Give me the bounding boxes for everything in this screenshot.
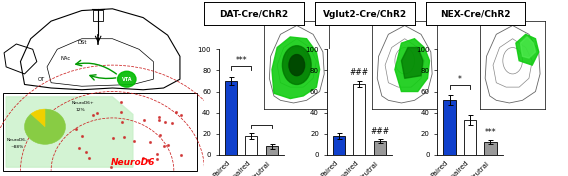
Point: [153, 157, 162, 160]
Text: 12%: 12%: [76, 108, 85, 112]
Circle shape: [282, 46, 311, 84]
Text: ***: ***: [485, 128, 496, 137]
Point: [118, 121, 127, 124]
Text: OT: OT: [37, 77, 44, 82]
Text: ~88%: ~88%: [10, 145, 23, 149]
Text: Vglut2-Cre/ChR2: Vglut2-Cre/ChR2: [323, 10, 407, 19]
Text: ###: ###: [370, 127, 389, 136]
Bar: [374, 141, 386, 155]
Point: [107, 165, 116, 168]
Bar: [93, 10, 103, 21]
Point: [177, 153, 186, 156]
Text: DSt: DSt: [77, 40, 86, 45]
Point: [119, 135, 128, 138]
Bar: [353, 84, 365, 155]
Bar: [444, 100, 456, 155]
Bar: [245, 136, 257, 155]
Text: NeuroD6: NeuroD6: [111, 158, 155, 166]
Point: [156, 134, 165, 137]
Point: [130, 140, 139, 143]
Text: ###: ###: [350, 68, 369, 77]
Text: NeuroD6-: NeuroD6-: [6, 138, 27, 142]
Point: [171, 110, 180, 113]
Point: [154, 116, 163, 119]
Circle shape: [118, 71, 136, 87]
Point: [154, 119, 164, 121]
Point: [89, 114, 98, 116]
Bar: [266, 146, 278, 155]
Wedge shape: [31, 109, 45, 127]
Circle shape: [289, 55, 304, 76]
Point: [139, 119, 148, 122]
Point: [138, 156, 147, 159]
Text: NeuroD6+: NeuroD6+: [72, 101, 94, 105]
Text: DAT-Cre/ChR2: DAT-Cre/ChR2: [220, 10, 289, 19]
Point: [160, 120, 169, 123]
Point: [74, 146, 83, 149]
Point: [145, 141, 154, 144]
Polygon shape: [402, 48, 423, 78]
Bar: [464, 120, 476, 155]
Point: [116, 101, 126, 104]
Wedge shape: [24, 109, 65, 144]
Bar: [485, 142, 496, 155]
Point: [164, 144, 173, 147]
Point: [176, 113, 185, 116]
Polygon shape: [395, 39, 429, 92]
Point: [108, 137, 118, 139]
Point: [160, 145, 169, 148]
Bar: [333, 136, 345, 155]
Point: [93, 112, 102, 115]
Point: [78, 134, 87, 137]
Text: VTA: VTA: [122, 77, 132, 82]
Text: *: *: [458, 75, 462, 84]
Polygon shape: [520, 37, 536, 58]
Bar: [225, 81, 237, 155]
Point: [117, 110, 126, 113]
Point: [168, 121, 177, 124]
Polygon shape: [272, 37, 320, 99]
Point: [81, 151, 90, 153]
Text: NEX-Cre/ChR2: NEX-Cre/ChR2: [440, 10, 511, 19]
Point: [85, 156, 94, 159]
Polygon shape: [6, 97, 133, 167]
Polygon shape: [516, 34, 538, 65]
Point: [144, 158, 153, 161]
Text: NAc: NAc: [60, 56, 70, 61]
Bar: [3, 93, 197, 171]
Point: [72, 128, 81, 131]
Text: ***: ***: [235, 56, 247, 65]
Point: [152, 152, 161, 155]
